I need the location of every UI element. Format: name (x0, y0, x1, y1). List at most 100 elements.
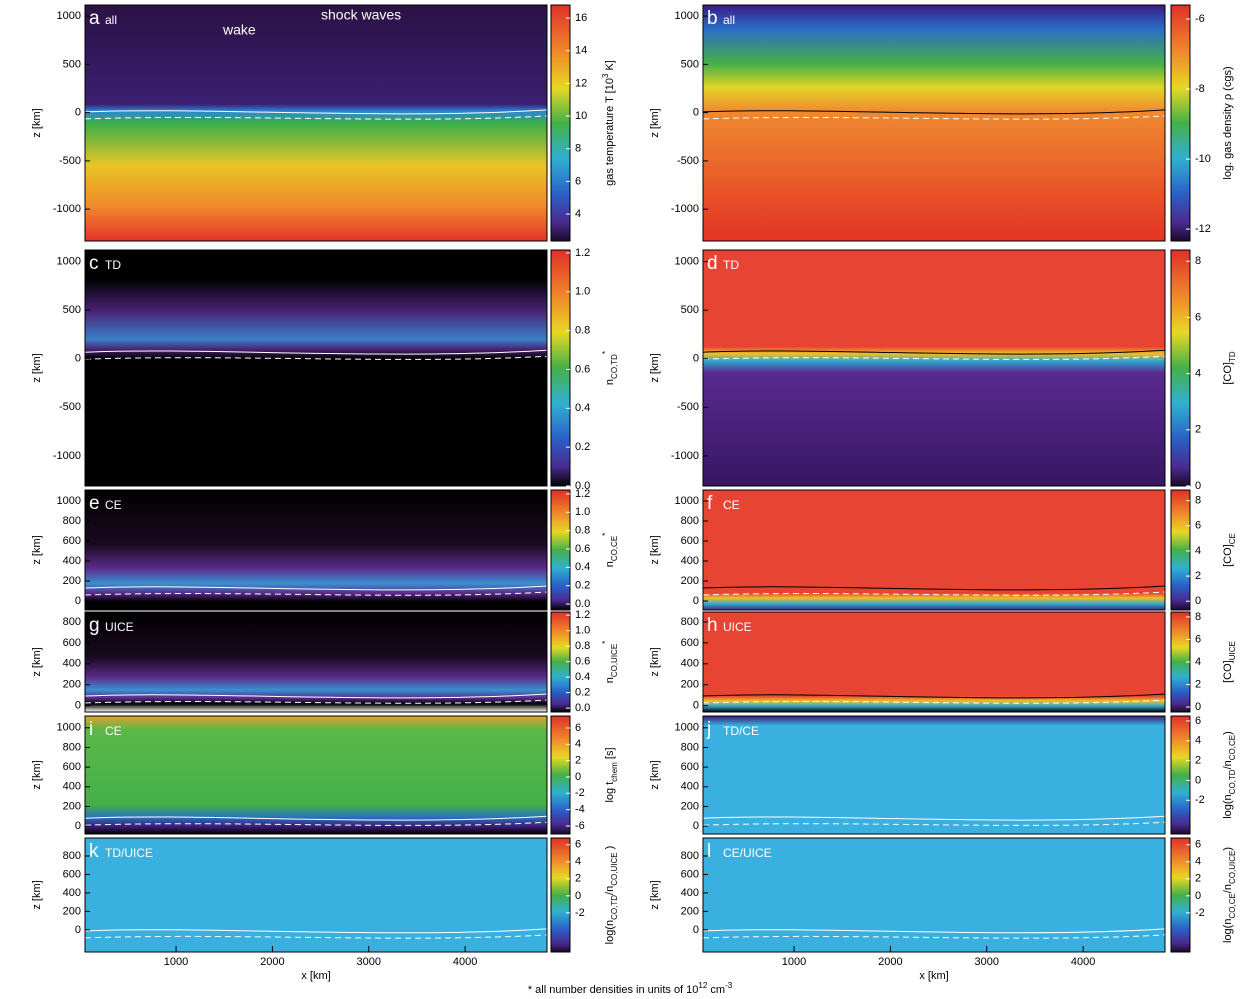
colorbar-tick-label: 6 (575, 175, 581, 187)
colorbar (550, 4, 571, 242)
y-tick-label: 0 (693, 107, 699, 119)
colorbar-tick-label: 6 (575, 839, 581, 851)
x-tick-label: 2000 (260, 956, 284, 968)
y-tick-label: 0 (75, 924, 81, 936)
y-tick-label: -500 (59, 155, 81, 167)
colorbar-tick-label: 1.2 (575, 488, 590, 500)
y-tick-label: 200 (681, 800, 699, 812)
colorbar-label-part: log(n (604, 920, 616, 944)
heatmap-field (703, 250, 1165, 486)
panel-subtitle: CE (105, 498, 122, 512)
contour-dashed (84, 934, 548, 939)
heatmap-field (85, 490, 547, 610)
colorbar-tick-label: -2 (575, 907, 585, 919)
y-tick-label: 400 (681, 658, 699, 670)
panel-subtitle: TD (105, 258, 121, 272)
colorbar-label-part: CO,UICE (1228, 851, 1237, 884)
panel-letter: j (706, 719, 711, 740)
colorbar-tick-label: 4 (1195, 545, 1201, 557)
colorbar-label: nCO,UICE* (601, 641, 619, 684)
y-tick-label: 500 (63, 304, 81, 316)
colorbar (1170, 837, 1191, 953)
plot-frame (702, 611, 1166, 713)
panel-letter: f (707, 493, 713, 514)
panel-subtitle: TD (723, 258, 739, 272)
y-tick-label: 500 (681, 58, 699, 70)
colorbar-tick-label: 16 (575, 12, 587, 24)
plot-frame (84, 4, 548, 242)
x-tick-label: 2000 (878, 956, 902, 968)
x-tick-label: 1000 (164, 956, 188, 968)
colorbar-label-part: n (604, 677, 616, 683)
contour-dashed (84, 115, 548, 120)
contour-dashed (702, 934, 1166, 939)
colorbar-tick-label: -6 (1195, 13, 1205, 25)
colorbar-label-part: CO,CE (1228, 735, 1237, 760)
colorbar-label-part: CE (1228, 533, 1237, 544)
colorbar-label-part: 3 (601, 73, 610, 78)
colorbar-label: log(nCO,TD/nCO,UICE ) (604, 846, 619, 945)
colorbar-tick-label: 4 (1195, 856, 1201, 868)
colorbar-label: log(nCO,CE/nCO,UICE) (1222, 847, 1237, 943)
y-tick-label: -500 (677, 155, 699, 167)
colorbar-label-part: log(n (1222, 919, 1234, 943)
colorbar-tick-label: 8 (1195, 255, 1201, 267)
colorbar-label-part: log t (604, 782, 616, 803)
colorbar (1170, 249, 1191, 487)
y-tick-label: -1000 (671, 203, 699, 215)
footnote: * all number densities in units of 1012 … (528, 981, 733, 996)
y-tick-label: 600 (63, 535, 81, 547)
footnote-part: 12 (698, 981, 707, 990)
heatmap-field (703, 838, 1165, 952)
colorbar-tick-label: 0 (1195, 480, 1201, 492)
colorbar-tick-label: 6 (1195, 520, 1201, 532)
colorbar-label-part: [CO] (1222, 660, 1234, 683)
contour-dashed (84, 355, 548, 360)
contour-line (702, 585, 1166, 591)
colorbar (550, 837, 571, 953)
colorbar-label: log tchem [s] (604, 747, 619, 802)
colorbar-tick-label: 0 (1195, 890, 1201, 902)
contour-line (702, 109, 1166, 115)
colorbar-tick-label: 4 (575, 738, 581, 750)
panel-subtitle: TD/CE (723, 724, 759, 738)
colorbar-label-part: ) (1222, 731, 1234, 735)
y-axis-label: z [km] (649, 535, 661, 564)
annotation: shock waves (321, 7, 401, 23)
y-tick-label: -1000 (53, 203, 81, 215)
colorbar (1170, 489, 1191, 611)
contour-dashed (702, 115, 1166, 120)
plot-frame (702, 715, 1166, 835)
heatmap-field (85, 716, 547, 834)
colorbar-tick-label: 0.6 (575, 543, 590, 555)
y-axis-label: z [km] (649, 108, 661, 137)
y-tick-label: 0 (75, 107, 81, 119)
colorbar-tick-label: 0.0 (575, 480, 590, 492)
contour-line (84, 815, 548, 821)
colorbar-label-part: n (604, 561, 616, 567)
colorbar-tick-label: 8 (1195, 611, 1201, 623)
y-tick-label: 0 (693, 820, 699, 832)
contour-line (84, 349, 548, 355)
y-tick-label: 1000 (675, 495, 699, 507)
colorbar-label-part: CO,CE (610, 536, 619, 561)
colorbar-label-part: * (601, 533, 610, 536)
panel-subtitle: CE (105, 724, 122, 738)
heatmap-field (703, 5, 1165, 241)
plot-frame (84, 611, 548, 713)
contour-dashed (702, 821, 1166, 826)
colorbar-tick-label: -8 (1195, 83, 1205, 95)
contour-line (702, 928, 1166, 934)
colorbar-label: nCO,TD* (601, 351, 619, 385)
y-tick-label: 1000 (675, 722, 699, 734)
colorbar-tick-label: 4 (575, 208, 581, 220)
colorbar-tick-label: 0.4 (575, 402, 590, 414)
colorbar-label-part: CO,TD (610, 895, 619, 920)
colorbar-tick-label: 4 (1195, 735, 1201, 747)
colorbar-tick-label: 0.2 (575, 441, 590, 453)
colorbar-tick-label: 6 (1195, 839, 1201, 851)
colorbar-tick-label: 6 (1195, 311, 1201, 323)
x-tick-label: 4000 (453, 956, 477, 968)
plot-frame (84, 715, 548, 835)
colorbar-tick-label: -6 (575, 820, 585, 832)
